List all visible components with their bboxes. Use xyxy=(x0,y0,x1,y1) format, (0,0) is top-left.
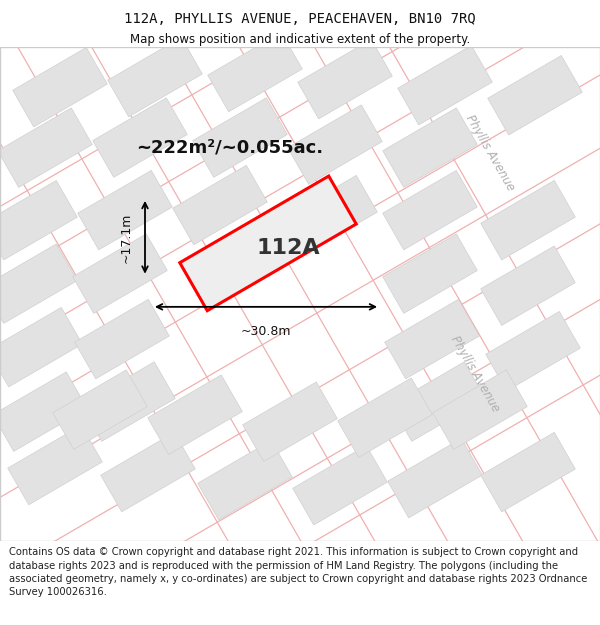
Polygon shape xyxy=(388,438,482,518)
Polygon shape xyxy=(481,181,575,260)
Polygon shape xyxy=(73,234,167,313)
Polygon shape xyxy=(0,108,92,188)
Polygon shape xyxy=(197,441,292,520)
Polygon shape xyxy=(391,362,485,441)
Polygon shape xyxy=(173,166,268,245)
Polygon shape xyxy=(92,98,187,178)
Polygon shape xyxy=(488,56,583,135)
Polygon shape xyxy=(80,362,175,441)
Polygon shape xyxy=(383,171,478,250)
Polygon shape xyxy=(107,38,202,117)
Polygon shape xyxy=(13,48,107,127)
Polygon shape xyxy=(0,372,88,451)
Text: Map shows position and indicative extent of the property.: Map shows position and indicative extent… xyxy=(130,32,470,46)
Polygon shape xyxy=(148,375,242,454)
Text: ~222m²/~0.055ac.: ~222m²/~0.055ac. xyxy=(136,139,323,157)
Text: ~17.1m: ~17.1m xyxy=(120,212,133,262)
Text: 112A, PHYLLIS AVENUE, PEACEHAVEN, BN10 7RQ: 112A, PHYLLIS AVENUE, PEACEHAVEN, BN10 7… xyxy=(124,12,476,26)
Polygon shape xyxy=(242,382,337,461)
Polygon shape xyxy=(385,299,479,379)
Polygon shape xyxy=(481,432,575,512)
Polygon shape xyxy=(74,299,169,379)
Polygon shape xyxy=(287,105,382,184)
Polygon shape xyxy=(338,378,433,458)
Polygon shape xyxy=(298,39,392,119)
Polygon shape xyxy=(433,370,527,449)
Polygon shape xyxy=(101,432,196,512)
Text: Phyllis Avenue: Phyllis Avenue xyxy=(448,334,502,415)
Text: Contains OS data © Crown copyright and database right 2021. This information is : Contains OS data © Crown copyright and d… xyxy=(9,548,587,597)
Polygon shape xyxy=(8,426,103,505)
Polygon shape xyxy=(53,370,148,449)
Polygon shape xyxy=(193,98,287,178)
Polygon shape xyxy=(0,181,77,260)
Text: 112A: 112A xyxy=(256,238,320,258)
Polygon shape xyxy=(383,234,478,313)
Polygon shape xyxy=(77,171,172,250)
Polygon shape xyxy=(208,32,302,112)
Polygon shape xyxy=(283,176,377,255)
Polygon shape xyxy=(383,108,478,188)
Text: Phyllis Avenue: Phyllis Avenue xyxy=(463,112,517,193)
Polygon shape xyxy=(0,244,77,323)
Polygon shape xyxy=(398,46,493,125)
Polygon shape xyxy=(0,308,82,387)
Polygon shape xyxy=(293,446,388,525)
Polygon shape xyxy=(481,246,575,326)
Text: ~30.8m: ~30.8m xyxy=(241,325,291,338)
Polygon shape xyxy=(485,311,580,391)
Polygon shape xyxy=(180,176,356,311)
